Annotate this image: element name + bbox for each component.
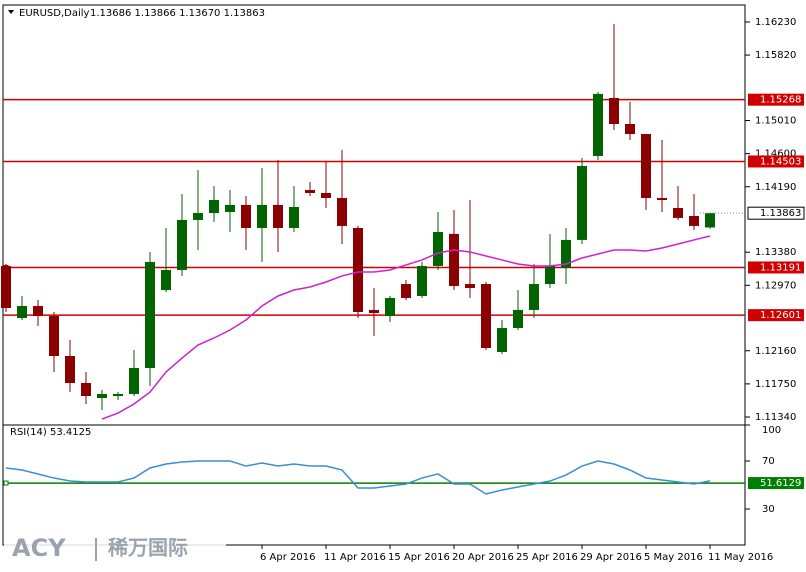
candle-body [577,166,587,240]
candle-body [273,204,283,228]
candle-body [177,219,187,270]
bid-tag [747,206,805,220]
y-tick-label: 1.11340 [755,412,796,423]
x-tick-label: 15 Apr 2016 [388,552,450,563]
candle-body [113,393,123,396]
watermark-logo: ACY [12,534,66,562]
h-level-label: 1.12601 [760,310,801,321]
anchor [3,480,9,486]
y-tick-label: 1.15010 [755,116,796,127]
candle-body [337,197,347,226]
quote: 1.13686 1.13866 1.13670 1.13863 [90,8,265,19]
candle-body [17,306,27,319]
candle-body [641,134,651,198]
h-level-label: 1.15268 [760,95,801,106]
h-level-tag [748,309,804,322]
chart-title: EURUSD,Daily [19,8,90,19]
y-tick-label: 1.12970 [755,280,796,291]
candle-body [209,200,219,214]
candle-body [145,261,155,368]
candle-body [529,284,539,310]
rsi-level-label: 51.6129 [760,478,801,489]
y-tick-label: 1.14190 [755,182,796,193]
h-level-tag [748,93,804,106]
watermark-bg [4,533,226,565]
candle-body [673,208,683,218]
candle-body [417,266,427,296]
h-level-label: 1.14503 [760,156,801,167]
candle-body [401,284,411,299]
candle-body [33,306,43,317]
candle-body [225,204,235,212]
y-tick-label: 1.15820 [755,50,796,61]
y-tick-label: 1.11750 [755,379,796,390]
candle-body [193,213,203,220]
y-tick-label: 1.14600 [755,149,796,160]
candle-body [657,197,667,201]
candle-body [705,213,715,228]
bid-label: 1.13863 [760,208,801,219]
h-level-label: 1.13191 [760,262,801,273]
candle-body [241,204,251,228]
candle-body [481,284,491,349]
x-tick-label: 11 Apr 2016 [324,552,386,563]
candle-body [609,97,619,124]
candle-body [129,367,139,394]
candle-body [369,309,379,314]
moving-average [101,235,711,420]
rsi-tick-label: 30 [762,504,775,515]
candle-body [1,266,11,309]
candle-body [449,233,459,286]
menu-arrow [8,10,14,14]
candle-body [161,269,171,291]
candle-body [81,382,91,396]
candle-body [321,192,331,198]
h-level-tag [748,155,804,168]
rsi-level-tag [748,477,804,490]
candle-body [465,284,475,288]
candle-body [305,189,315,193]
candle-body [49,316,59,357]
marks: 1.16230 1.15820 1.15010 1.14600 1.14190 1.133… [1,17,805,563]
candle-body [385,298,395,317]
candle-body [353,227,363,312]
rsi-tick-label: 70 [762,456,775,467]
watermark-text: 稀万国际 [108,536,188,560]
x-tick-label: 29 Apr 2016 [580,552,642,563]
candle-body [497,328,507,352]
candle-body [561,239,571,268]
candle-body [97,393,107,399]
candle-body [257,204,267,228]
candle-body [433,232,443,267]
rsi-tick-label: 100 [762,425,781,436]
x-tick-label: 25 Apr 2016 [516,552,578,563]
y-tick-label: 1.16230 [755,17,796,28]
candle-body [289,206,299,228]
y-tick-label: 1.13380 [755,247,796,258]
x-tick-label: 11 May 2016 [708,552,773,563]
rsi-label: RSI(14) 53.4125 [10,427,91,438]
plot-frame [2,4,746,546]
candle-body [65,356,75,383]
x-tick-label: 6 Apr 2016 [260,552,315,563]
y-tick-label: 1.12160 [755,346,796,357]
candle-body [513,309,523,329]
rsi-line [5,460,711,495]
h-level-tag [748,261,804,274]
candle-body [545,266,555,285]
x-tick-label: 5 May 2016 [644,552,703,563]
candle-body [593,93,603,156]
x-tick-label: 20 Apr 2016 [452,552,514,563]
candle-body [625,123,635,135]
candle-body [689,216,699,226]
